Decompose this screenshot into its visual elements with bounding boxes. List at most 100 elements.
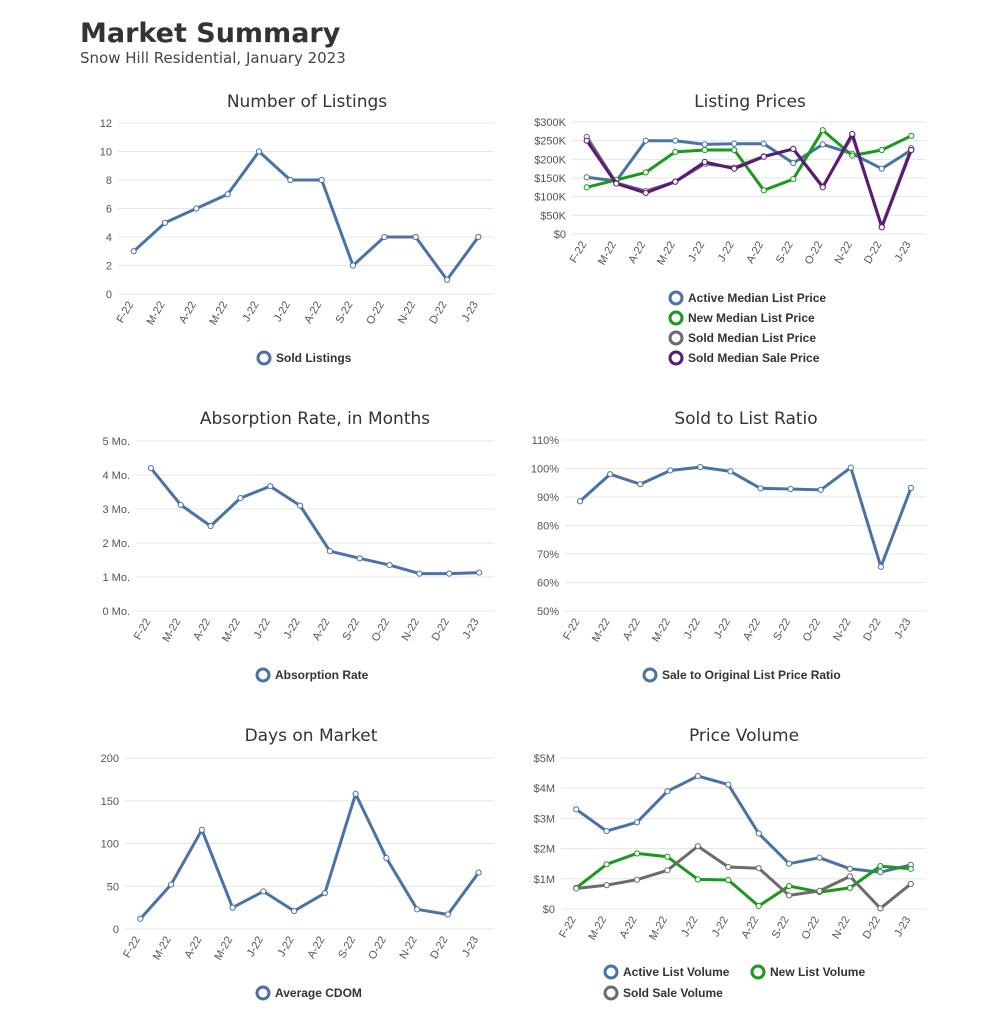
y-tick-label: 0 bbox=[113, 924, 119, 936]
data-point bbox=[849, 130, 856, 138]
data-point bbox=[352, 790, 359, 798]
data-point bbox=[386, 562, 393, 569]
data-point bbox=[790, 145, 797, 152]
data-point bbox=[760, 140, 767, 147]
data-point bbox=[168, 881, 175, 888]
data-point bbox=[907, 484, 915, 491]
data-point bbox=[701, 146, 708, 154]
y-tick-label: $2M bbox=[534, 844, 555, 856]
data-point bbox=[664, 867, 671, 874]
data-point bbox=[583, 184, 590, 191]
data-point bbox=[664, 853, 671, 860]
legend-marker bbox=[668, 350, 684, 366]
series-line bbox=[138, 792, 481, 921]
data-point bbox=[475, 233, 482, 241]
data-point bbox=[444, 911, 451, 918]
y-tick-label: 100 bbox=[101, 839, 119, 851]
data-point bbox=[633, 819, 641, 826]
data-point bbox=[786, 892, 793, 899]
legend-label: Active Median List Price bbox=[688, 291, 826, 305]
y-tick-label: $3M bbox=[534, 813, 555, 825]
x-tick-label: J-22 bbox=[679, 915, 700, 940]
series-line bbox=[574, 844, 913, 910]
data-point bbox=[237, 495, 244, 502]
data-point bbox=[819, 184, 826, 191]
data-point bbox=[694, 843, 701, 850]
data-point bbox=[198, 826, 205, 833]
data-point bbox=[725, 781, 732, 788]
x-tick-label: O-22 bbox=[800, 915, 823, 942]
data-point bbox=[207, 522, 214, 530]
data-point bbox=[381, 233, 388, 241]
data-point bbox=[287, 176, 294, 184]
legend-label: Active List Volume bbox=[623, 965, 730, 979]
data-point bbox=[633, 850, 641, 857]
y-tick-label: $4M bbox=[534, 783, 555, 795]
data-point bbox=[193, 205, 200, 212]
legend-label: New Median List Price bbox=[688, 311, 815, 325]
data-point bbox=[177, 501, 184, 509]
legend-marker bbox=[256, 350, 272, 366]
data-point bbox=[642, 169, 649, 176]
data-point bbox=[878, 146, 885, 154]
data-point bbox=[576, 498, 584, 505]
data-point bbox=[416, 570, 423, 577]
y-tick-label: 0 Mo. bbox=[102, 606, 130, 618]
x-tick-label: A-22 bbox=[618, 915, 640, 941]
legend-marker bbox=[603, 964, 619, 980]
x-tick-label: A-22 bbox=[739, 915, 761, 941]
legend-marker bbox=[668, 310, 684, 326]
data-point bbox=[727, 468, 734, 475]
data-point bbox=[731, 140, 738, 147]
page-subtitle: Snow Hill Residential, January 2023 bbox=[80, 49, 346, 67]
y-tick-label: 100% bbox=[531, 464, 559, 476]
data-point bbox=[356, 555, 363, 562]
x-tick-label: F-22 bbox=[557, 915, 579, 941]
y-tick-label: 0 bbox=[106, 289, 112, 301]
y-tick-label: 8 bbox=[106, 175, 112, 187]
data-point bbox=[877, 905, 884, 912]
data-point bbox=[383, 854, 390, 862]
data-point bbox=[731, 165, 738, 172]
data-point bbox=[878, 165, 885, 172]
legend-marker bbox=[668, 290, 684, 306]
chart-title: Listing Prices bbox=[694, 92, 806, 112]
data-point bbox=[475, 869, 482, 876]
data-point bbox=[816, 887, 823, 894]
x-tick-label: M-22 bbox=[647, 915, 670, 943]
chart-title: Days on Market bbox=[245, 726, 378, 746]
y-tick-label: 50 bbox=[107, 881, 119, 893]
data-point bbox=[161, 219, 169, 226]
data-point bbox=[731, 146, 738, 154]
data-point bbox=[583, 174, 590, 181]
x-tick-label: D-22 bbox=[861, 915, 883, 942]
data-point bbox=[694, 876, 701, 883]
data-point bbox=[819, 141, 826, 148]
legend-label: Sold Median Sale Price bbox=[688, 351, 820, 365]
y-tick-label: 110% bbox=[532, 435, 560, 447]
series-line bbox=[149, 466, 481, 576]
data-point bbox=[130, 248, 137, 255]
data-point bbox=[877, 563, 884, 570]
data-point bbox=[260, 888, 267, 895]
data-point bbox=[846, 873, 854, 880]
data-point bbox=[147, 465, 155, 472]
data-point bbox=[701, 158, 708, 166]
data-point bbox=[846, 865, 854, 872]
data-point bbox=[318, 176, 325, 184]
series-line bbox=[585, 139, 913, 183]
legend-marker bbox=[255, 667, 271, 683]
data-point bbox=[573, 885, 580, 892]
data-point bbox=[229, 904, 236, 911]
y-tick-label: 150 bbox=[101, 796, 119, 808]
data-point bbox=[633, 876, 641, 883]
data-point bbox=[878, 224, 885, 231]
data-point bbox=[757, 485, 764, 492]
data-point bbox=[697, 463, 704, 471]
page-title: Market Summary bbox=[80, 18, 341, 49]
y-tick-label: $300K bbox=[534, 117, 566, 129]
legend-marker bbox=[668, 330, 684, 346]
